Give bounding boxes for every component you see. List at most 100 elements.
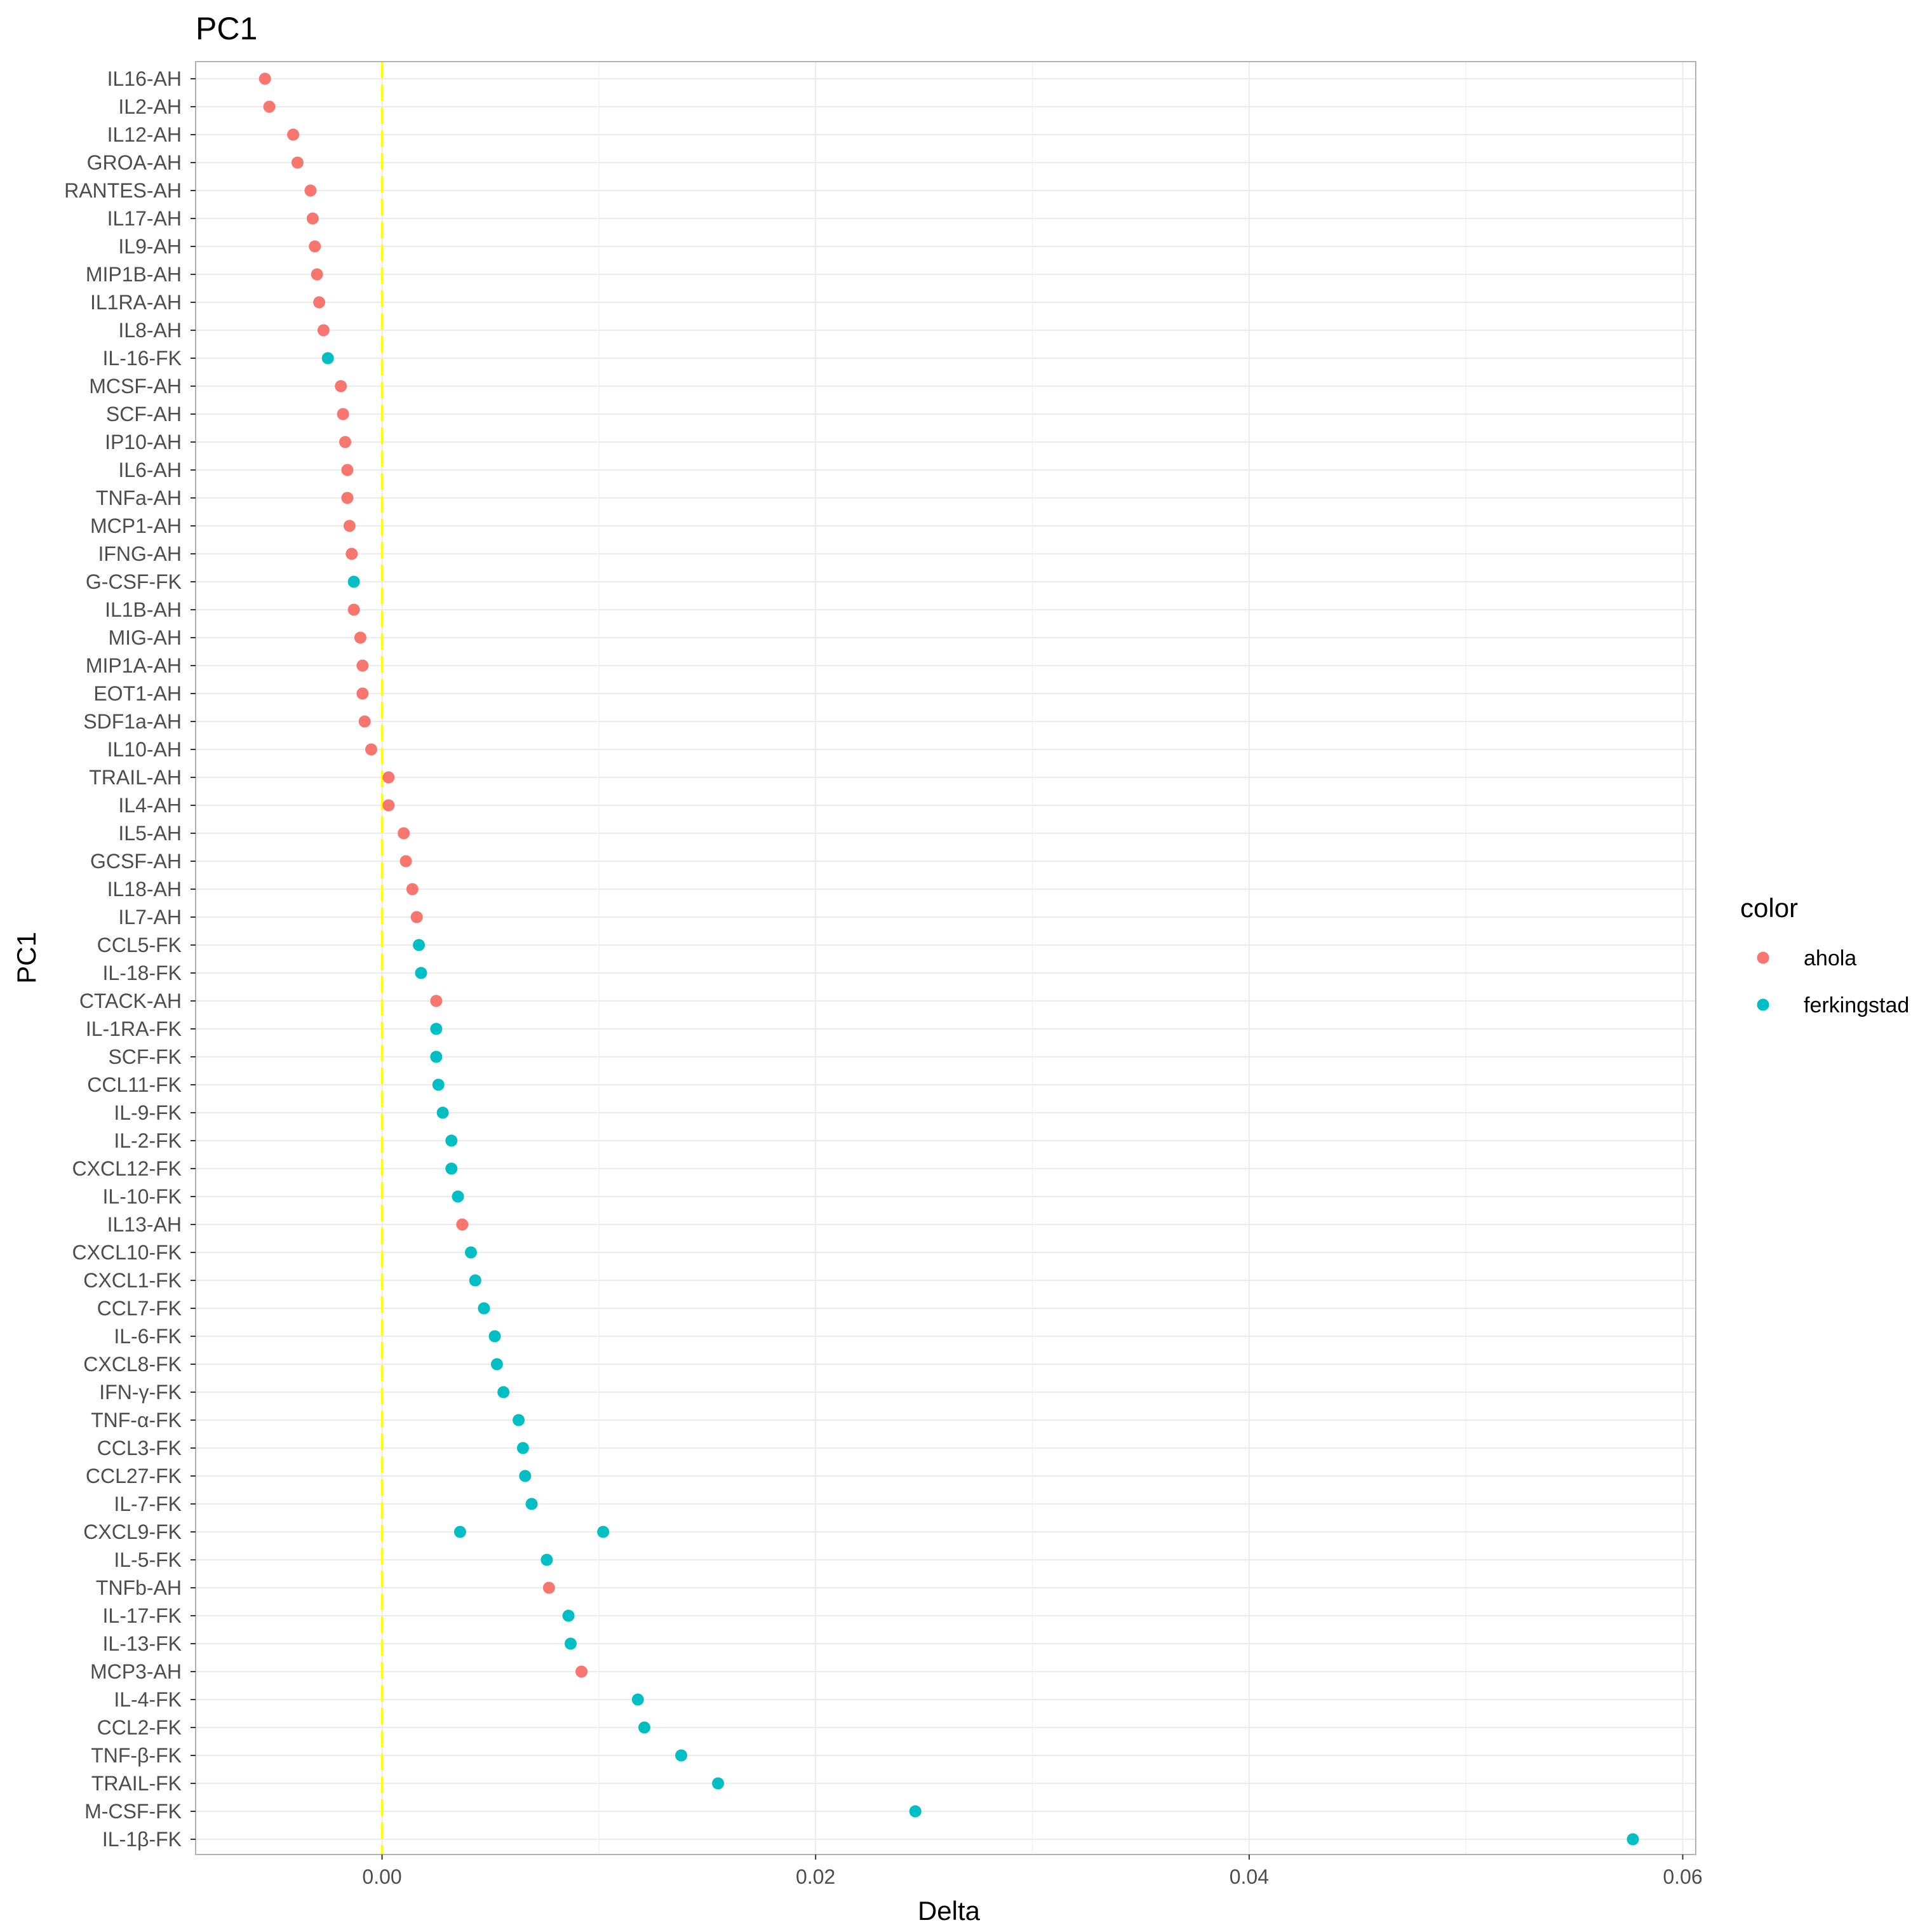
data-point-ferkingstad: [675, 1749, 688, 1762]
data-point-ferkingstad: [516, 1442, 529, 1454]
x-tick-label: 0.02: [796, 1865, 835, 1888]
y-tick-label: IL8-AH: [118, 319, 182, 342]
x-axis-title: Delta: [918, 1896, 981, 1926]
data-point-ferkingstad: [432, 1078, 445, 1091]
data-point-ahola: [398, 827, 410, 840]
y-tick-label: IL-16-FK: [103, 347, 182, 370]
y-tick-label: IL2-AH: [118, 95, 182, 118]
data-point-ferkingstad: [597, 1526, 610, 1538]
data-point-ahola: [456, 1218, 469, 1231]
y-tick-label: TRAIL-FK: [91, 1772, 182, 1795]
y-tick-label: IL-4-FK: [114, 1688, 182, 1711]
y-tick-label: IL17-AH: [107, 207, 182, 230]
data-point-ferkingstad: [712, 1777, 725, 1790]
data-point-ahola: [356, 687, 369, 700]
y-tick-label: M-CSF-FK: [84, 1800, 182, 1823]
data-point-ahola: [430, 995, 443, 1007]
data-point-ferkingstad: [638, 1721, 651, 1734]
data-point-ferkingstad: [347, 575, 360, 588]
y-tick-label: CXCL8-FK: [83, 1353, 182, 1376]
y-axis-title: PC1: [11, 932, 41, 984]
data-point-ahola: [309, 240, 321, 253]
y-axis-tick-labels: IL16-AH IL2-AH IL12-AH GROA-AH RANTES-AH IL17…: [64, 67, 196, 1851]
data-point-ahola: [304, 184, 317, 197]
y-tick-label: G-CSF-FK: [86, 570, 182, 593]
y-tick-label: TNF-α-FK: [91, 1409, 182, 1432]
plot-area: [195, 61, 1696, 1855]
data-point-ferkingstad: [452, 1190, 464, 1203]
y-tick-label: CXCL9-FK: [83, 1520, 182, 1543]
legend-label-ferkingstad: ferkingstad: [1804, 993, 1909, 1017]
data-point-ahola: [365, 743, 377, 756]
data-point-ahola: [341, 492, 354, 504]
legend-key-ahola: [1757, 951, 1769, 964]
data-point-ahola: [263, 100, 276, 113]
data-point-ahola: [358, 715, 371, 728]
y-tick-label: GROA-AH: [87, 151, 182, 174]
data-point-ahola: [291, 156, 304, 169]
y-tick-label: MCP1-AH: [90, 514, 182, 537]
data-point-ahola: [356, 659, 369, 672]
y-tick-label: MIP1B-AH: [86, 263, 182, 286]
y-tick-label: IL-1β-FK: [102, 1828, 182, 1851]
y-tick-label: CCL2-FK: [97, 1716, 182, 1739]
data-point-ahola: [575, 1665, 588, 1678]
y-tick-label: IL-17-FK: [103, 1604, 182, 1627]
y-tick-label: MIP1A-AH: [86, 654, 182, 677]
data-point-ahola: [258, 72, 271, 85]
data-point-ferkingstad: [478, 1302, 490, 1315]
data-point-ferkingstad: [525, 1498, 538, 1510]
data-point-ahola: [382, 799, 395, 812]
data-point-ferkingstad: [513, 1414, 525, 1426]
legend-key-ferkingstad: [1757, 998, 1769, 1011]
y-tick-label: IL18-AH: [107, 878, 182, 901]
data-point-ferkingstad: [321, 352, 334, 365]
data-point-ahola: [345, 547, 358, 560]
y-tick-label: IL-9-FK: [114, 1101, 182, 1124]
grid: [196, 62, 1696, 1855]
x-axis-tick-labels: 0.00 0.02 0.04 0.06: [362, 1855, 1703, 1888]
data-point-ferkingstad: [540, 1553, 553, 1566]
y-tick-label: IP10-AH: [105, 431, 182, 453]
data-point-ferkingstad: [413, 939, 426, 951]
data-point-ahola: [382, 771, 395, 784]
y-tick-label: IFNG-AH: [98, 542, 182, 565]
data-point-ferkingstad: [562, 1609, 575, 1622]
legend-title: color: [1740, 893, 1798, 923]
data-point-ferkingstad: [565, 1637, 577, 1650]
data-point-ferkingstad: [464, 1246, 477, 1259]
y-tick-label: CCL27-FK: [86, 1465, 182, 1487]
y-tick-label: IL12-AH: [107, 123, 182, 146]
legend: color ahola ferkingstad: [1740, 893, 1909, 1017]
data-point-ahola: [306, 212, 319, 225]
y-tick-label: CXCL10-FK: [72, 1241, 182, 1264]
y-tick-label: IL1B-AH: [105, 598, 182, 621]
data-point-ferkingstad: [445, 1162, 458, 1175]
y-tick-label: CCL7-FK: [97, 1297, 182, 1320]
data-point-ahola: [337, 408, 349, 420]
y-tick-label: IL-1RA-FK: [86, 1017, 182, 1040]
y-tick-label: IL7-AH: [118, 906, 182, 929]
x-tick-label: 0.06: [1663, 1865, 1702, 1888]
y-tick-label: IL5-AH: [118, 822, 182, 845]
y-tick-label: IL-10-FK: [103, 1185, 182, 1208]
panel-border: [195, 61, 1696, 1855]
y-tick-label: CCL11-FK: [87, 1073, 182, 1096]
y-tick-label: IL1RA-AH: [90, 291, 182, 314]
data-point-ferkingstad: [453, 1526, 466, 1538]
y-tick-label: IL-5-FK: [114, 1548, 182, 1571]
y-tick-label: IL9-AH: [118, 235, 182, 258]
y-tick-label: IL-6-FK: [114, 1325, 182, 1348]
y-tick-label: TNFb-AH: [96, 1576, 182, 1599]
data-point-ferkingstad: [445, 1134, 458, 1147]
y-tick-label: CCL3-FK: [97, 1437, 182, 1459]
data-point-ferkingstad: [497, 1386, 510, 1399]
y-tick-label: MIG-AH: [108, 626, 182, 649]
data-point-ahola: [313, 296, 326, 309]
data-point-ferkingstad: [430, 1023, 443, 1035]
y-tick-label: IL-18-FK: [103, 962, 182, 984]
data-point-ahola: [335, 380, 347, 392]
y-tick-label: IL-7-FK: [114, 1493, 182, 1515]
